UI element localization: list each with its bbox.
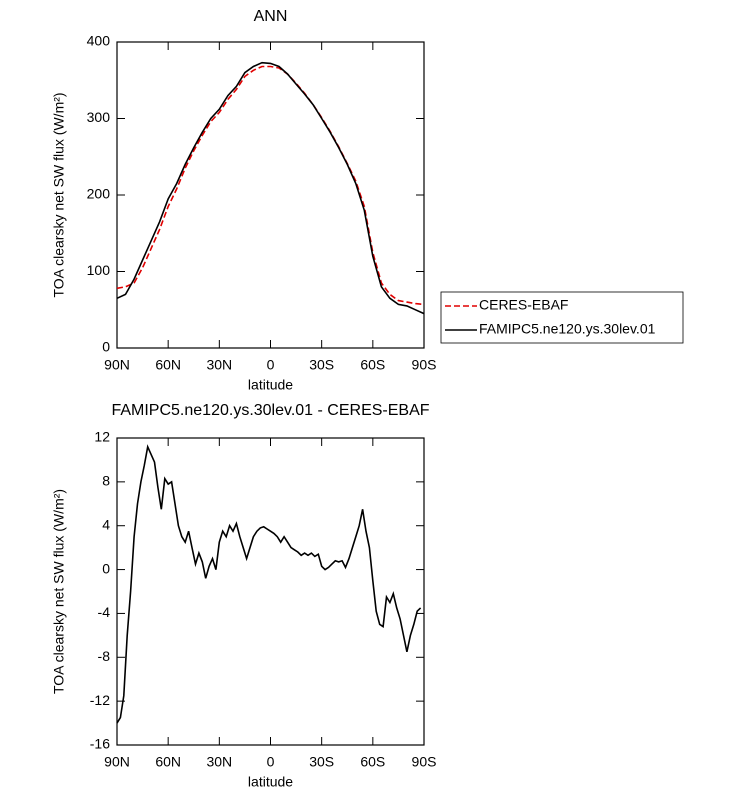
y-tick-label: 300 xyxy=(87,109,111,125)
data-line xyxy=(116,444,422,724)
x-tick-label: 60S xyxy=(360,754,385,770)
x-tick-label: 60N xyxy=(155,357,181,373)
chart-title: FAMIPC5.ne120.ys.30lev.01 - CERES-EBAF xyxy=(111,402,429,419)
x-tick-label: 0 xyxy=(267,754,275,770)
legend-box xyxy=(440,291,684,344)
y-tick-label: -4 xyxy=(98,604,111,620)
y-axis-label: TOA clearsky net SW flux (W/m²) xyxy=(51,92,67,297)
x-tick-label: 60N xyxy=(155,754,181,770)
y-tick-label: 4 xyxy=(102,516,110,532)
x-tick-label: 90S xyxy=(412,357,437,373)
x-tick-label: 30S xyxy=(309,754,334,770)
y-tick-label: 0 xyxy=(102,339,110,355)
plot-frame xyxy=(116,437,425,746)
y-tick-label: 12 xyxy=(94,429,110,445)
y-tick-label: 100 xyxy=(87,262,111,278)
x-tick-label: 30N xyxy=(206,357,232,373)
x-tick-label: 90S xyxy=(412,754,437,770)
x-tick-label: 60S xyxy=(360,357,385,373)
y-tick-label: -8 xyxy=(98,648,111,664)
y-tick-label: 200 xyxy=(87,186,111,202)
data-line xyxy=(116,65,425,306)
x-tick-label: 90N xyxy=(104,357,130,373)
x-tick-label: 30N xyxy=(206,754,232,770)
chart-title: ANN xyxy=(254,8,288,25)
y-tick-label: 8 xyxy=(102,473,110,489)
data-line xyxy=(116,61,425,315)
x-tick-label: 30S xyxy=(309,357,334,373)
plot-frame xyxy=(116,41,425,349)
y-tick-label: -12 xyxy=(90,692,110,708)
x-tick-label: 90N xyxy=(104,754,130,770)
legend-label: CERES-EBAF xyxy=(479,297,568,313)
x-tick-label: 0 xyxy=(267,357,275,373)
y-axis-label: TOA clearsky net SW flux (W/m²) xyxy=(51,489,67,694)
y-tick-label: -16 xyxy=(90,736,110,752)
y-tick-label: 400 xyxy=(87,33,111,49)
x-axis-label: latitude xyxy=(248,774,293,790)
y-tick-label: 0 xyxy=(102,560,110,576)
x-axis-label: latitude xyxy=(248,377,293,393)
legend-label: FAMIPC5.ne120.ys.30lev.01 xyxy=(479,321,656,337)
